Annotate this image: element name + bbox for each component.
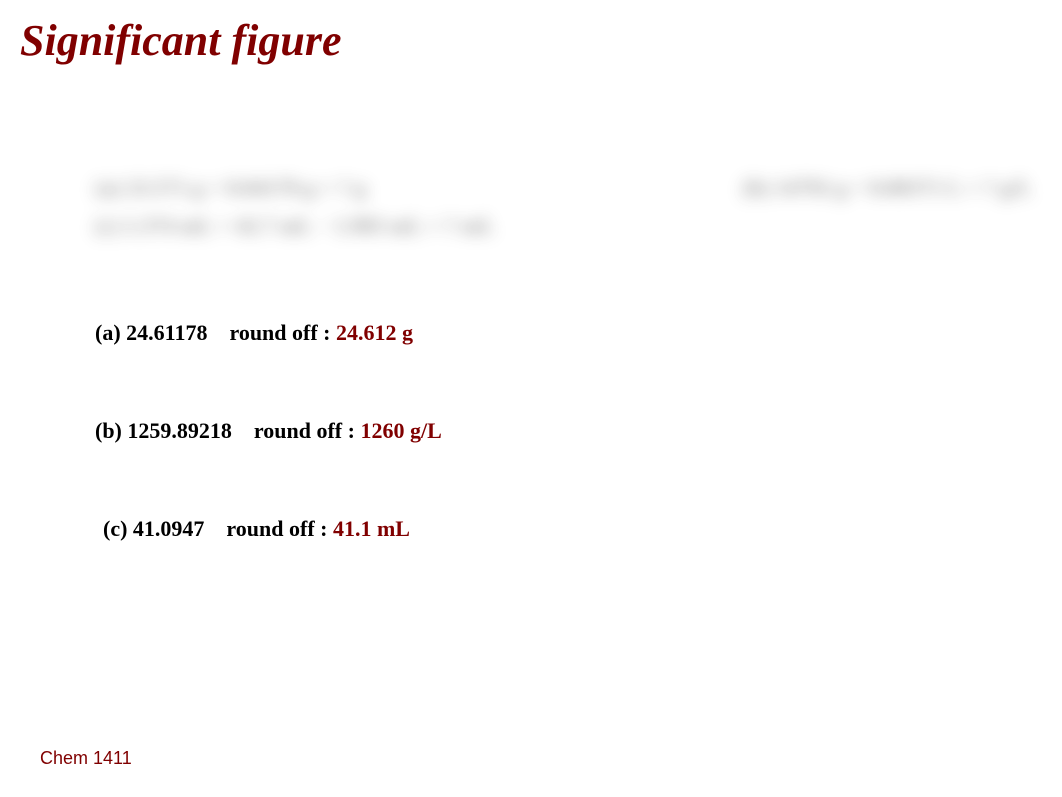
blurred-line-1-right: (b) 14792 g ÷ 0.00371 L = ? g/L <box>743 175 1032 201</box>
problem-c-value: (c) 41.0947 <box>103 516 204 541</box>
blurred-line-2: (c) 1.374 mL + 42.7 mL − 1.983 mL = ? mL <box>95 213 1032 239</box>
page-title: Significant figure <box>20 15 342 66</box>
problem-b-round-label: round off : <box>254 418 355 443</box>
problem-b: (b) 1259.89218 round off : 1260 g/L <box>95 418 442 444</box>
problem-a: (a) 24.61178 round off : 24.612 g <box>95 320 442 346</box>
course-footer: Chem 1411 <box>40 748 132 769</box>
problem-c: (c) 41.0947 round off : 41.1 mL <box>103 516 442 542</box>
problem-a-answer: 24.612 g <box>336 320 413 345</box>
problem-b-answer: 1260 g/L <box>360 418 441 443</box>
problem-a-round-label: round off : <box>229 320 330 345</box>
problem-a-value: (a) 24.61178 <box>95 320 207 345</box>
problem-c-round-label: round off : <box>226 516 327 541</box>
blurred-problem-statements: (a) 23.571 g + 0.04178 g = ? g (b) 14792… <box>95 175 1032 255</box>
problem-c-answer: 41.1 mL <box>333 516 410 541</box>
problem-b-value: (b) 1259.89218 <box>95 418 232 443</box>
answers-section: (a) 24.61178 round off : 24.612 g (b) 12… <box>95 320 442 542</box>
